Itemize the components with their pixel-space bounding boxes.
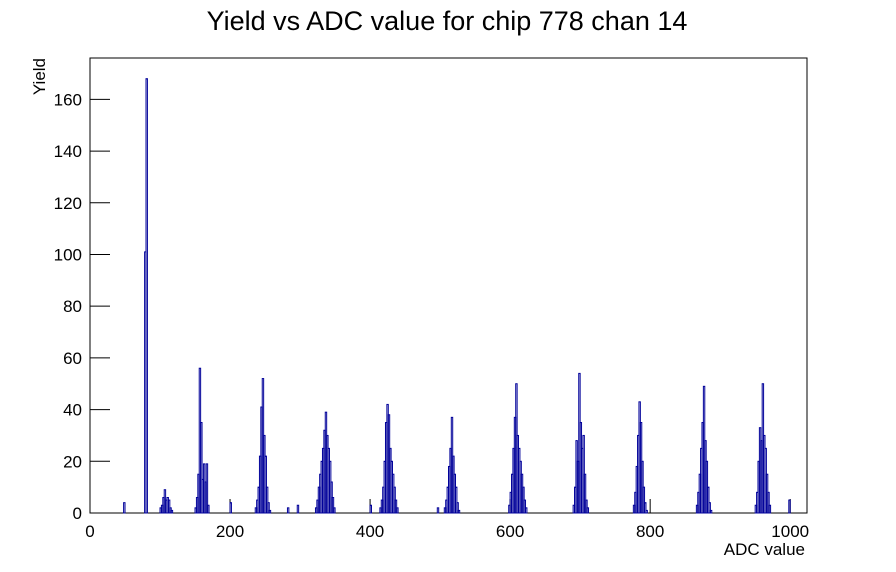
histogram-bin — [585, 499, 588, 514]
histogram-bin — [644, 502, 647, 514]
histogram-bin — [207, 504, 210, 514]
histogram-bin — [525, 507, 528, 514]
histogram-bin — [268, 509, 272, 514]
histogram-bin — [709, 509, 713, 514]
histogram-bin — [583, 473, 587, 514]
histogram-bin — [167, 499, 171, 514]
histogram-bin — [264, 455, 267, 514]
plot-frame — [89, 57, 808, 514]
histogram-bin — [456, 502, 459, 514]
histogram-bin — [123, 502, 126, 514]
histogram-bin — [455, 486, 458, 514]
x-tick-label: 200 — [216, 522, 244, 541]
histogram-bin — [642, 486, 646, 514]
histogram-bin — [788, 499, 791, 514]
histogram-bin — [767, 491, 770, 514]
x-tick-label: 600 — [496, 522, 524, 541]
histogram-bin — [523, 499, 527, 514]
x-tick-label: 400 — [356, 522, 384, 541]
histogram-bin — [265, 486, 269, 514]
y-tick-label: 120 — [54, 194, 82, 213]
histogram-bin — [333, 507, 336, 514]
histogram-bin — [267, 502, 270, 514]
histogram-bin — [145, 78, 148, 514]
y-tick-label: 60 — [63, 349, 82, 368]
y-tick-label: 80 — [63, 297, 82, 316]
y-tick-label: 160 — [54, 90, 82, 109]
x-tick-label: 1000 — [771, 522, 809, 541]
histogram-bin — [707, 486, 710, 514]
y-tick-label: 140 — [54, 142, 82, 161]
histogram-bin — [200, 422, 203, 514]
chart-title: Yield vs ADC value for chip 778 chan 14 — [207, 6, 688, 36]
histogram-bin — [436, 507, 440, 514]
histogram-bin — [331, 496, 335, 514]
histogram-bin — [396, 507, 399, 514]
y-tick-label: 20 — [63, 452, 82, 471]
histogram-bin — [457, 509, 461, 514]
histogram-bin — [205, 463, 209, 514]
histogram-bin — [708, 502, 711, 514]
histogram-bin — [768, 504, 772, 514]
histogram-bin — [170, 509, 174, 514]
y-tick-label: 40 — [63, 401, 82, 420]
x-tick-label: 800 — [636, 522, 664, 541]
x-axis-label: ADC value — [724, 540, 805, 559]
histogram-bin — [229, 502, 232, 514]
histogram-bin — [286, 507, 290, 514]
histogram-bin — [586, 507, 590, 514]
y-tick-label: 100 — [54, 245, 82, 264]
histogram-bin — [296, 504, 300, 514]
y-tick-label: 0 — [73, 504, 82, 523]
histogram-bin — [369, 504, 372, 514]
histogram-bin — [645, 509, 648, 514]
histogram-bin — [394, 499, 398, 514]
x-tick-label: 0 — [85, 522, 94, 541]
y-axis-label: Yield — [30, 58, 49, 95]
